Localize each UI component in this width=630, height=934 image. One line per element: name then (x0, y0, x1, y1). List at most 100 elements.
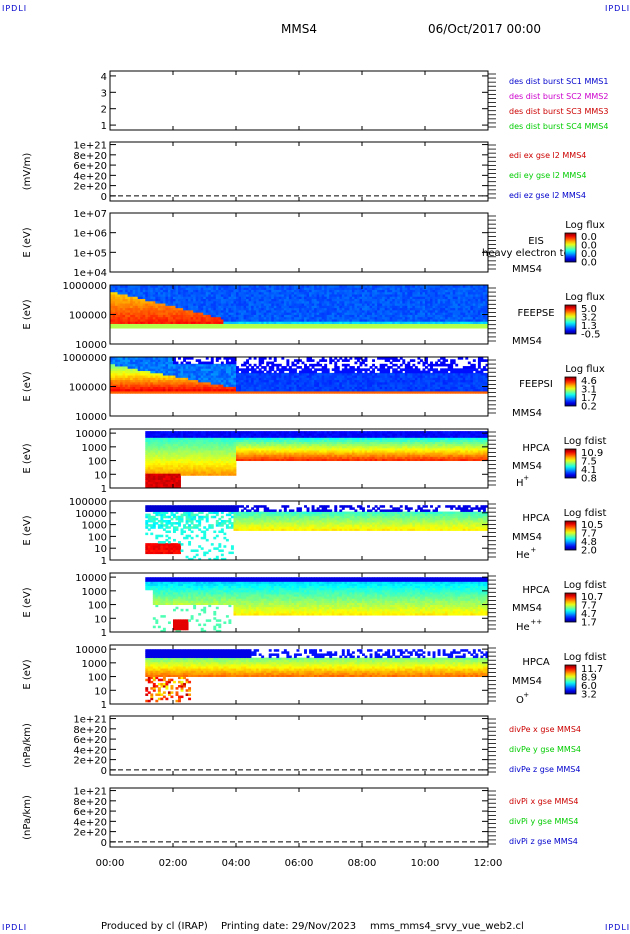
colorbar-tick-label: 3.2 (581, 312, 597, 323)
y-tick-label: 10 (94, 686, 107, 697)
colorbar-tick-label: 0.0 (581, 240, 597, 251)
species-label: He (516, 550, 530, 561)
species-label: H (516, 478, 524, 489)
legend-entry: edi ey gse l2 MMS4 (509, 171, 587, 180)
y-axis-label: E (eV) (22, 587, 33, 617)
y-tick-label: 10000 (75, 412, 107, 423)
y-tick-label: 1000 (82, 443, 107, 454)
colorbar-tick-label: 4.1 (581, 465, 597, 476)
colorbar-title: Log fdist (564, 436, 607, 447)
time-axis: 00:00 02:00 04:00 06:00 08:00 10:00 12:00 (96, 858, 503, 869)
x-tick-label: 02:00 (159, 858, 188, 869)
y-tick-label: 10 (94, 614, 107, 625)
colorbar-tick-label: 2.0 (581, 545, 597, 556)
spacecraft-label: MMS4 (512, 336, 542, 347)
y-tick-label: 6e+20 (73, 735, 107, 746)
y-tick-label: 1e+06 (73, 229, 107, 240)
y-tick-label: 10000 (75, 429, 107, 440)
y-tick-label: 4e+20 (73, 745, 107, 756)
panel-p8: 1 10 100 1000 10000 E (eV) HPCA MMS4 He ++ Log fdi… (22, 572, 607, 639)
spectrogram-p4 (110, 285, 489, 329)
legend-entry: divPi x gse MMS4 (509, 797, 578, 806)
legend-entry: des dist burst SC1 MMS1 (509, 77, 608, 86)
panel-p3: 1e+04 1e+05 1e+06 1e+07 E (eV) EIS MMS4 heavy e… (22, 209, 605, 279)
footer-script-name: mms_mms4_srvy_vue_web2.cl (370, 921, 524, 932)
y-tick-label: 1e+21 (73, 787, 107, 798)
y-tick-label: 1000000 (62, 353, 107, 364)
x-tick-label: 04:00 (222, 858, 251, 869)
colorbar-tick-label: 5.0 (581, 304, 597, 315)
colorbar-tick-label: 10.7 (581, 592, 603, 603)
colorbar-tick-label: 4.7 (581, 609, 597, 620)
spacecraft-label: MMS4 (512, 461, 542, 472)
y-tick-label: 3 (101, 88, 107, 99)
spectrogram-p9 (145, 649, 489, 703)
footer-printing-date: Printing date: 29/Nov/2023 (221, 921, 357, 932)
y-tick-label: 2e+20 (73, 756, 107, 767)
instrument-label: FEEPSE (517, 308, 554, 319)
y-tick-label: 8e+20 (73, 797, 107, 808)
colorbar-tick-label: 10.5 (581, 520, 603, 531)
legend-entry: des dist burst SC4 MMS4 (509, 122, 608, 131)
colorbar (564, 520, 577, 551)
y-tick-label: 4e+20 (73, 817, 107, 828)
colorbar-title: Log fdist (564, 580, 607, 591)
panel-p1: 1 2 3 4 des dist burst SC1 MMS1 des dist burs… (101, 70, 608, 132)
panel-frame (109, 787, 489, 848)
y-tick-label: 1e+21 (73, 141, 107, 152)
y-tick-label: 1000000 (62, 281, 107, 292)
y-axis-label: E (eV) (22, 515, 33, 545)
y-axis-label: (nPa/km) (22, 723, 33, 768)
y-tick-label: 100 (88, 601, 107, 612)
panel-frame (109, 70, 489, 131)
legend-entry: edi ez gse l2 MMS4 (509, 191, 586, 200)
y-axis-label: E (eV) (22, 227, 33, 257)
y-tick-label: 1000 (82, 521, 107, 532)
y-tick-label: 8e+20 (73, 725, 107, 736)
colorbar-tick-label: 1.3 (581, 321, 597, 332)
y-tick-label: 1000 (82, 659, 107, 670)
colorbar (564, 304, 577, 335)
y-tick-label: 1 (101, 556, 107, 567)
y-tick-label: 2 (101, 105, 107, 116)
colorbar (564, 448, 577, 479)
y-tick-label: 1 (101, 484, 107, 495)
y-tick-label: 100000 (69, 311, 107, 322)
y-tick-label: 1e+04 (73, 268, 107, 279)
species-charge: ++ (530, 618, 542, 626)
colorbar-title: Log fdist (564, 508, 607, 519)
colorbar-tick-label: 7.7 (581, 528, 597, 539)
colorbar-title: Log flux (565, 220, 605, 231)
x-tick-label: 00:00 (96, 858, 125, 869)
colorbar-tick-label: 11.7 (581, 664, 603, 675)
colorbar-tick-label: -0.5 (581, 329, 601, 340)
spectrogram-p5 (110, 357, 489, 394)
panel-frame (109, 212, 489, 273)
colorbar-tick-label: 7.5 (581, 456, 597, 467)
species-charge: + (530, 546, 536, 554)
y-tick-label: 4e+20 (73, 171, 107, 182)
y-tick-label: 100 (88, 532, 107, 543)
species-charge: + (523, 691, 529, 699)
legend-entry: des dist burst SC2 MMS2 (509, 92, 608, 101)
corner-label-top-right: IPDLI (605, 4, 630, 13)
colorbar-title: Log fdist (564, 652, 607, 663)
colorbar-tick-label: 4.8 (581, 537, 597, 548)
spectrogram-p7 (145, 505, 489, 561)
corner-label-bottom-left: IPDLI (2, 923, 28, 932)
colorbar-tick-label: 0.0 (581, 249, 597, 260)
panel-frame (109, 141, 489, 202)
y-tick-label: 100 (88, 673, 107, 684)
species-charge: + (523, 474, 529, 482)
y-tick-label: 100000 (69, 383, 107, 394)
y-tick-label: 6e+20 (73, 161, 107, 172)
y-tick-label: 1e+07 (73, 209, 107, 220)
y-tick-label: 1e+05 (73, 248, 107, 259)
y-tick-label: 100000 (69, 497, 107, 508)
legend-entry: divPe y gse MMS4 (509, 745, 581, 754)
y-tick-label: 1 (101, 700, 107, 711)
y-tick-label: 1 (101, 628, 107, 639)
colorbar-tick-label: 4.6 (581, 376, 597, 387)
